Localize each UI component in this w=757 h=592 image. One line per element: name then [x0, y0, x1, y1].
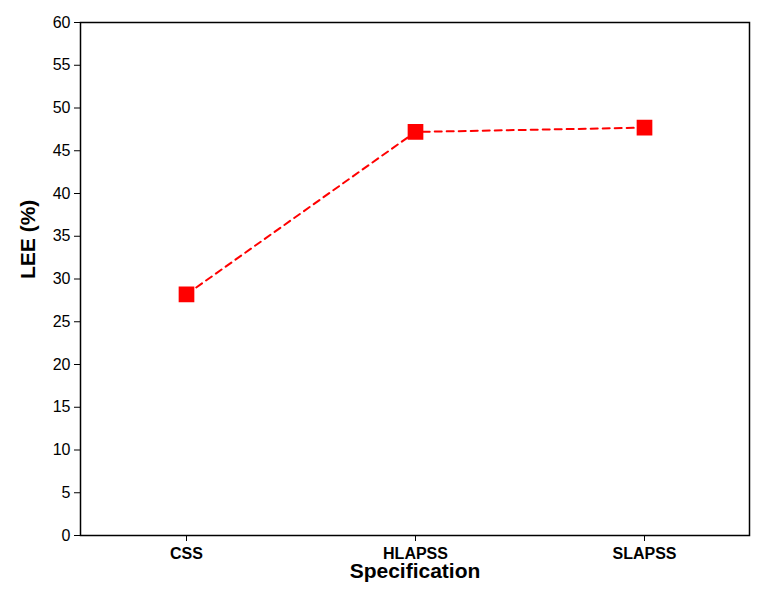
- svg-text:50: 50: [53, 99, 71, 116]
- svg-text:20: 20: [53, 356, 71, 373]
- svg-text:LEE (%): LEE (%): [16, 200, 39, 279]
- svg-text:55: 55: [53, 56, 71, 73]
- svg-text:45: 45: [53, 142, 71, 159]
- svg-text:HLAPSS: HLAPSS: [383, 544, 448, 562]
- svg-text:SLAPSS: SLAPSS: [612, 545, 676, 562]
- svg-text:15: 15: [53, 398, 71, 415]
- svg-text:CSS: CSS: [170, 545, 203, 562]
- svg-text:0: 0: [62, 527, 71, 544]
- svg-text:Specification: Specification: [350, 559, 481, 582]
- svg-text:10: 10: [53, 441, 71, 458]
- svg-text:5: 5: [62, 484, 71, 501]
- svg-text:40: 40: [53, 185, 71, 202]
- svg-text:25: 25: [53, 313, 71, 330]
- svg-text:35: 35: [53, 227, 71, 244]
- svg-text:30: 30: [53, 270, 71, 287]
- svg-text:60: 60: [53, 14, 71, 31]
